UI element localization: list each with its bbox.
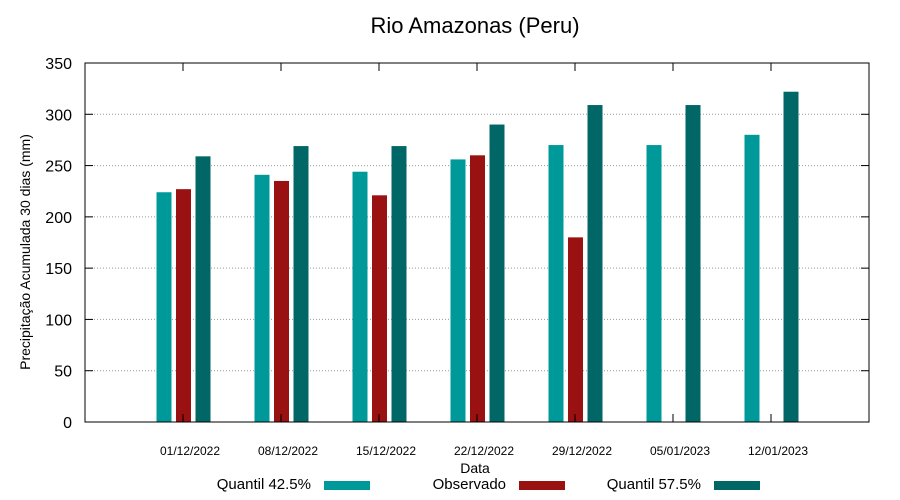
x-axis: 01/12/2022 08/12/2022 15/12/2022 22/12/2022… <box>160 63 808 458</box>
y-tick-label: 0 <box>63 415 72 432</box>
x-tick-label: 12/01/2023 <box>748 444 808 458</box>
bar <box>685 105 701 422</box>
legend-label: Quantil 42.5% <box>217 476 311 493</box>
bar <box>489 124 505 423</box>
bar <box>587 105 603 422</box>
y-axis: 0 50 100 150 200 250 300 350 <box>45 56 869 432</box>
y-tick-label: 350 <box>45 56 72 73</box>
bars <box>156 91 799 423</box>
y-tick-label: 200 <box>45 210 72 227</box>
bar <box>176 189 191 422</box>
bar <box>646 145 662 423</box>
legend-item: Quantil 57.5% <box>607 476 760 493</box>
bar <box>391 146 407 422</box>
y-axis-label: Precipitação Acumulada 30 dias (mm) <box>17 134 33 370</box>
bar <box>195 156 211 422</box>
bar <box>352 171 368 422</box>
x-axis-label: Data <box>460 460 490 476</box>
x-tick-label: 01/12/2022 <box>160 444 220 458</box>
bar <box>254 174 270 422</box>
legend-label: Observado <box>433 476 506 493</box>
x-tick-label: 05/01/2023 <box>650 444 710 458</box>
y-tick-label: 100 <box>45 312 72 329</box>
bar <box>372 195 387 422</box>
x-tick-label: 22/12/2022 <box>454 444 514 458</box>
legend-swatch <box>714 481 760 490</box>
x-tick-label: 29/12/2022 <box>552 444 612 458</box>
x-tick-label: 15/12/2022 <box>356 444 416 458</box>
bar <box>548 145 564 423</box>
legend-swatch <box>519 481 565 490</box>
bar <box>274 180 289 422</box>
bar <box>744 134 760 423</box>
legend-label: Quantil 57.5% <box>607 476 701 493</box>
y-tick-label: 50 <box>54 364 72 381</box>
bar <box>450 159 466 422</box>
bar <box>156 192 172 422</box>
legend-swatch <box>324 481 370 490</box>
legend-item: Observado <box>433 476 565 493</box>
bar <box>293 146 309 422</box>
y-tick-label: 150 <box>45 261 72 278</box>
bar <box>568 237 583 422</box>
bar <box>783 91 799 422</box>
legend: Quantil 42.5% Observado Quantil 57.5% <box>217 476 760 493</box>
bar <box>470 155 485 423</box>
y-tick-label: 300 <box>45 107 72 124</box>
chart-title: Rio Amazonas (Peru) <box>370 13 579 38</box>
y-tick-label: 250 <box>45 159 72 176</box>
x-tick-label: 08/12/2022 <box>258 444 318 458</box>
legend-item: Quantil 42.5% <box>217 476 370 493</box>
